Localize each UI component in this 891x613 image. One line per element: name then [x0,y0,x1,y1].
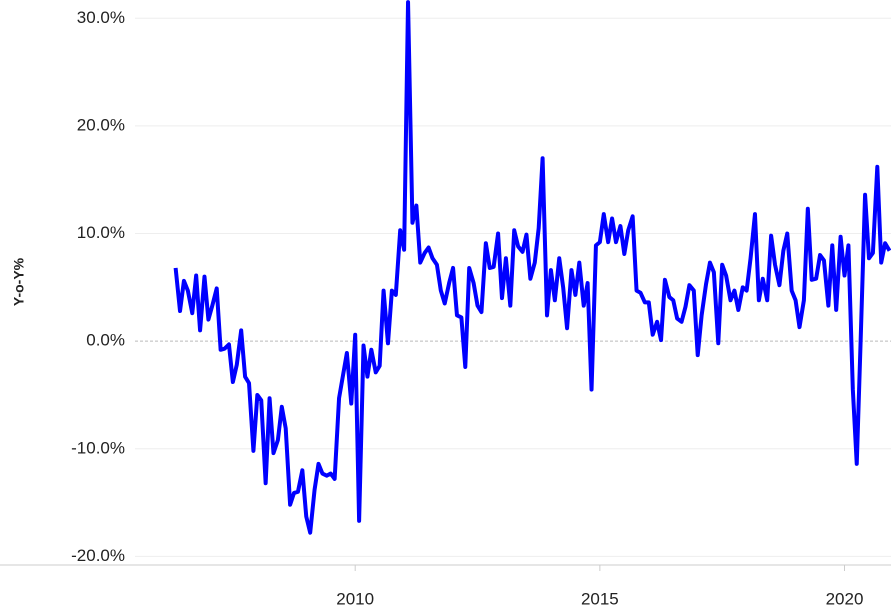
y-tick-label: -10.0% [71,438,125,457]
y-tick-label: 0.0% [86,331,125,350]
x-tick-label: 2020 [826,589,864,608]
y-tick-label: 10.0% [77,223,125,242]
y-tick-label: 20.0% [77,115,125,134]
y-axis-label: Y-o-Y% [11,257,27,306]
data-line [173,0,891,535]
x-tick-label: 2010 [336,589,374,608]
x-tick-label: 2015 [581,589,619,608]
y-tick-label: -20.0% [71,546,125,565]
y-tick-label: 30.0% [77,8,125,27]
